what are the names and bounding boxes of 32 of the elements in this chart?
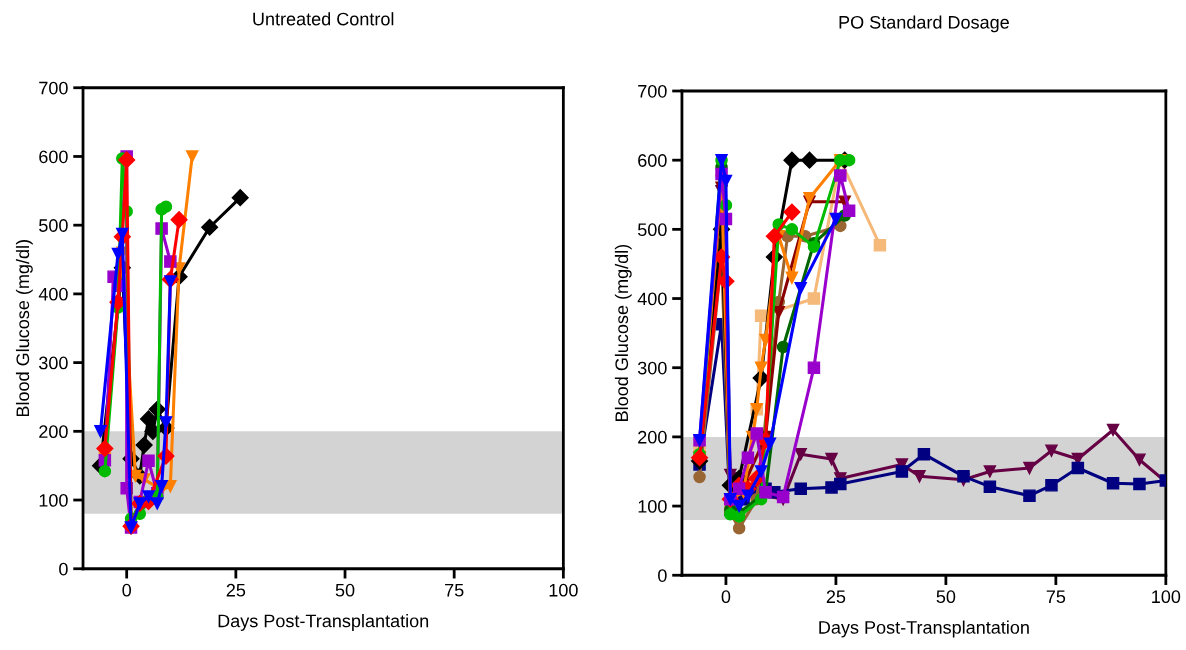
y-axis-title: Blood Glucose (mg/dl) (614, 244, 632, 421)
y-axis-title: Blood Glucose (mg/dl) (15, 240, 33, 417)
y-tick-label: 0 (59, 562, 68, 576)
x-tick-label: 75 (1046, 590, 1066, 604)
x-tick-label: 50 (936, 590, 956, 604)
y-tick-label: 200 (39, 425, 68, 439)
y-tick-label: 500 (637, 223, 667, 237)
y-tick-label: 700 (638, 84, 667, 98)
y-tick-label: 600 (638, 154, 667, 167)
y-tick-label: 300 (637, 361, 667, 375)
y-tick-label: 500 (39, 219, 68, 232)
x-tick-label: 25 (826, 590, 846, 604)
x-tick-label: 100 (549, 583, 578, 597)
chart-title: PO Standard Dosage (839, 15, 1009, 33)
y-tick-label: 400 (38, 287, 68, 301)
y-tick-label: 600 (39, 150, 68, 164)
y-tick-label: 0 (658, 569, 667, 582)
y-tick-label: 200 (638, 430, 667, 444)
x-tick-label: 25 (226, 583, 246, 597)
x-tick-label: 75 (445, 584, 464, 597)
x-tick-label: 0 (122, 583, 131, 597)
y-tick-label: 100 (638, 500, 667, 513)
y-tick-label: 100 (39, 493, 68, 507)
x-tick-label: 100 (1152, 590, 1181, 604)
chart-title: Untreated Control (253, 12, 394, 26)
y-tick-label: 700 (39, 81, 68, 95)
x-axis-title: Days Post-Transplantation (218, 614, 429, 631)
y-tick-label: 300 (39, 356, 68, 370)
x-tick-label: 0 (721, 590, 731, 604)
y-tick-label: 400 (637, 292, 667, 306)
x-axis-title: Days Post-Transplantation (819, 620, 1029, 638)
x-tick-label: 50 (335, 583, 355, 597)
